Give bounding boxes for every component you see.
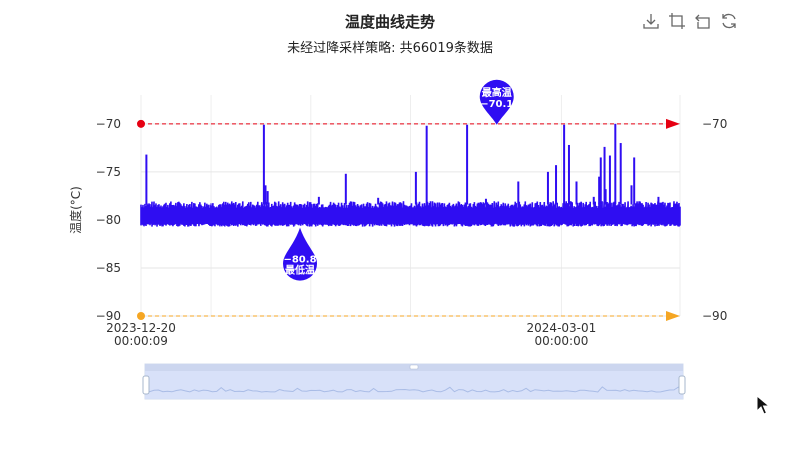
markline-low-arrow — [666, 311, 680, 321]
datazoom-preview-line — [144, 386, 684, 393]
chart-toolbox — [642, 12, 738, 30]
datazoom-move-handle[interactable] — [409, 364, 419, 370]
markline-low-label: −90 — [702, 309, 727, 323]
x-tick-label: 2024-03-01 — [527, 321, 597, 335]
y-axis-label: 温度(°C) — [68, 186, 83, 234]
mouse-cursor-icon — [756, 395, 770, 415]
markline-high-arrow — [666, 118, 680, 129]
datazoom-right-handle[interactable] — [678, 375, 686, 395]
zoom-reset-icon[interactable] — [694, 12, 712, 30]
chart-subtitle: 未经过降采样策略: 共66019条数据 — [287, 41, 493, 56]
max-point-value: −70.1 — [480, 99, 513, 110]
temperature-series-band — [141, 208, 680, 221]
y-tick-label: −80 — [96, 213, 121, 227]
markline-high-start-dot — [137, 119, 145, 128]
y-tick-label: −75 — [96, 165, 121, 179]
min-point-pin — [283, 227, 318, 281]
refresh-icon[interactable] — [720, 12, 738, 30]
chart-title: 温度曲线走势 — [344, 13, 435, 31]
x-tick-label: 2023-12-20 — [106, 321, 176, 335]
y-tick-label: −85 — [96, 261, 121, 275]
datazoom-selected-range — [145, 371, 683, 399]
min-point-label: 最低温 — [285, 264, 315, 277]
y-tick-label: −70 — [96, 117, 121, 131]
min-point-value: −80.8 — [283, 255, 316, 266]
markline-low-start-dot — [137, 312, 145, 320]
x-tick-label: 00:00:09 — [114, 334, 168, 348]
y-tick-label: −90 — [96, 309, 121, 323]
max-point-pin — [479, 79, 514, 125]
x-tick-label: 00:00:00 — [534, 334, 588, 348]
zoom-select-icon[interactable] — [668, 12, 686, 30]
markline-high-label: −70 — [702, 117, 727, 131]
max-point-label: 最高温 — [482, 86, 512, 99]
download-icon[interactable] — [642, 12, 660, 30]
datazoom-left-handle[interactable] — [142, 375, 150, 395]
